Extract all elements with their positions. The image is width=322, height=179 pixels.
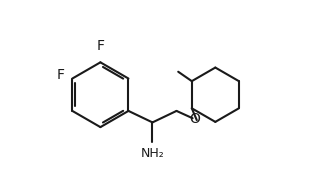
Text: O: O <box>189 112 200 126</box>
Text: F: F <box>96 39 104 53</box>
Text: F: F <box>57 68 65 82</box>
Text: NH₂: NH₂ <box>141 147 164 161</box>
